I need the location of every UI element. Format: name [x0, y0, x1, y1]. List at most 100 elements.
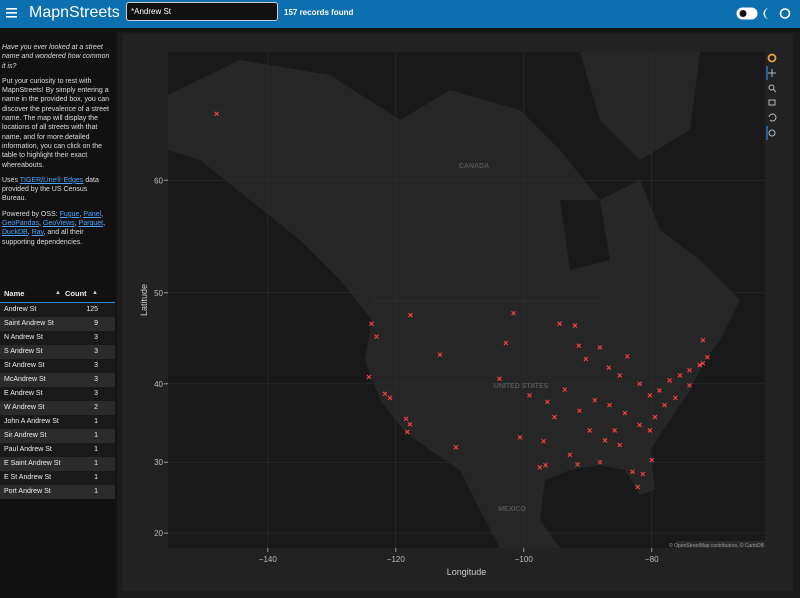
point [407, 421, 413, 427]
point [667, 378, 673, 383]
description: Put your curiosity to rest with MapnStre… [2, 77, 110, 169]
link[interactable]: GeoPandas [2, 220, 39, 228]
cell-name: Andrew St [4, 306, 37, 313]
cell-name: S Andrew St [4, 348, 43, 355]
attribution-bg [676, 541, 765, 548]
point [541, 438, 546, 444]
cell-name: Sir Andrew St [4, 432, 47, 439]
table-row[interactable]: E Saint Andrew St 1 [0, 457, 115, 471]
bay [560, 200, 610, 270]
text: , and all their supporting dependencies. [2, 229, 84, 246]
table-row[interactable]: Paul Andrew St 1 [0, 443, 115, 457]
link[interactable]: Parquet [78, 220, 104, 228]
search-input[interactable]: *Andrew St [126, 2, 278, 21]
point [612, 428, 618, 433]
cell-name: Paul Andrew St [4, 446, 52, 453]
table-row[interactable]: John A Andrew St 1 [0, 415, 115, 429]
header: MapnStreets *Andrew St 157 records found [0, 0, 800, 28]
cell-name: W Andrew St [4, 404, 45, 411]
menu-icon[interactable] [6, 8, 18, 18]
point [652, 414, 658, 420]
link[interactable]: GeoViews [42, 220, 75, 228]
link[interactable]: TIGER/Line® Edges [19, 176, 84, 184]
cell-count: 1 [94, 418, 98, 425]
point [697, 362, 703, 368]
sort-icon: ▲ [55, 290, 61, 296]
point [617, 372, 623, 378]
point [700, 337, 706, 343]
y-axis-label: Latitude [139, 284, 149, 316]
cell-name: E St Andrew St [4, 474, 52, 481]
table-row[interactable]: Port Andrew St 1 [0, 485, 115, 499]
y-tick-label: 50 [154, 289, 163, 298]
region-label: CANADA [459, 163, 489, 170]
point [517, 434, 523, 440]
cell-name: E Saint Andrew St [4, 460, 61, 467]
column-header[interactable]: Count [65, 289, 87, 298]
point [592, 397, 598, 403]
point [687, 383, 692, 388]
point [647, 428, 653, 433]
cell-name: Saint Andrew St [4, 320, 54, 327]
point [606, 365, 612, 371]
link[interactable]: Fugue [59, 210, 80, 218]
point [640, 471, 646, 477]
table-row[interactable]: E Andrew St 3 [0, 387, 115, 401]
intro: Have you ever looked at a street name an… [2, 44, 110, 70]
toolbar[interactable] [766, 53, 777, 141]
point [649, 457, 655, 463]
table-row[interactable]: S Andrew St 3 [0, 345, 115, 359]
table-row[interactable]: W Andrew St 2 [0, 401, 115, 415]
land [168, 60, 740, 548]
link[interactable]: Panel [83, 210, 102, 218]
sidebar: Have you ever looked at a street name an… [0, 32, 115, 598]
cell-name: N Andrew St [4, 334, 43, 341]
table-row[interactable]: Saint Andrew St 9 [0, 317, 115, 331]
link[interactable]: Ray [31, 229, 44, 237]
point [576, 343, 582, 349]
cell-count: 3 [94, 348, 98, 355]
separator: , [79, 210, 84, 218]
point [583, 356, 589, 362]
cell-count: 1 [94, 432, 98, 439]
point [673, 395, 678, 401]
text: data provided by the US Census Bureau. [2, 176, 99, 203]
point [369, 321, 374, 327]
point [622, 410, 628, 416]
point [214, 111, 220, 117]
point [387, 395, 393, 401]
x-tick-label: −100 [515, 555, 534, 564]
point [677, 372, 683, 378]
point [527, 392, 532, 398]
point [575, 462, 580, 467]
point [437, 352, 443, 357]
separator: , [103, 220, 106, 228]
table-row[interactable]: Sir Andrew St 1 [0, 429, 115, 443]
cell-count: 3 [94, 390, 98, 397]
table-row[interactable]: E St Andrew St 1 [0, 471, 115, 485]
point [537, 465, 543, 470]
table-row[interactable]: St Andrew St 3 [0, 359, 115, 373]
cell-count: 1 [94, 488, 98, 495]
table: Name Count ▲ ▲ Andrew St 125 Saint Andrew St 9 N… [0, 286, 115, 499]
table-row[interactable]: Andrew St 125 [0, 303, 115, 317]
y-tick-label: 60 [154, 176, 163, 185]
link[interactable]: DuckDB [2, 229, 28, 237]
column-header[interactable]: Name [4, 289, 25, 298]
point [572, 323, 578, 328]
text: Uses [2, 176, 20, 184]
separator: , [27, 229, 32, 237]
separator: , [38, 220, 43, 228]
point [637, 381, 642, 387]
table-row[interactable]: N Andrew St 3 [0, 331, 115, 345]
cell-count: 2 [94, 404, 98, 411]
table-row[interactable]: McAndrew St 3 [0, 373, 115, 387]
points [214, 111, 710, 490]
point [453, 444, 459, 450]
x-tick-label: −140 [259, 555, 278, 564]
app-title: MapnStreets [29, 4, 120, 21]
theme-controls[interactable] [736, 6, 796, 22]
point [700, 360, 706, 366]
